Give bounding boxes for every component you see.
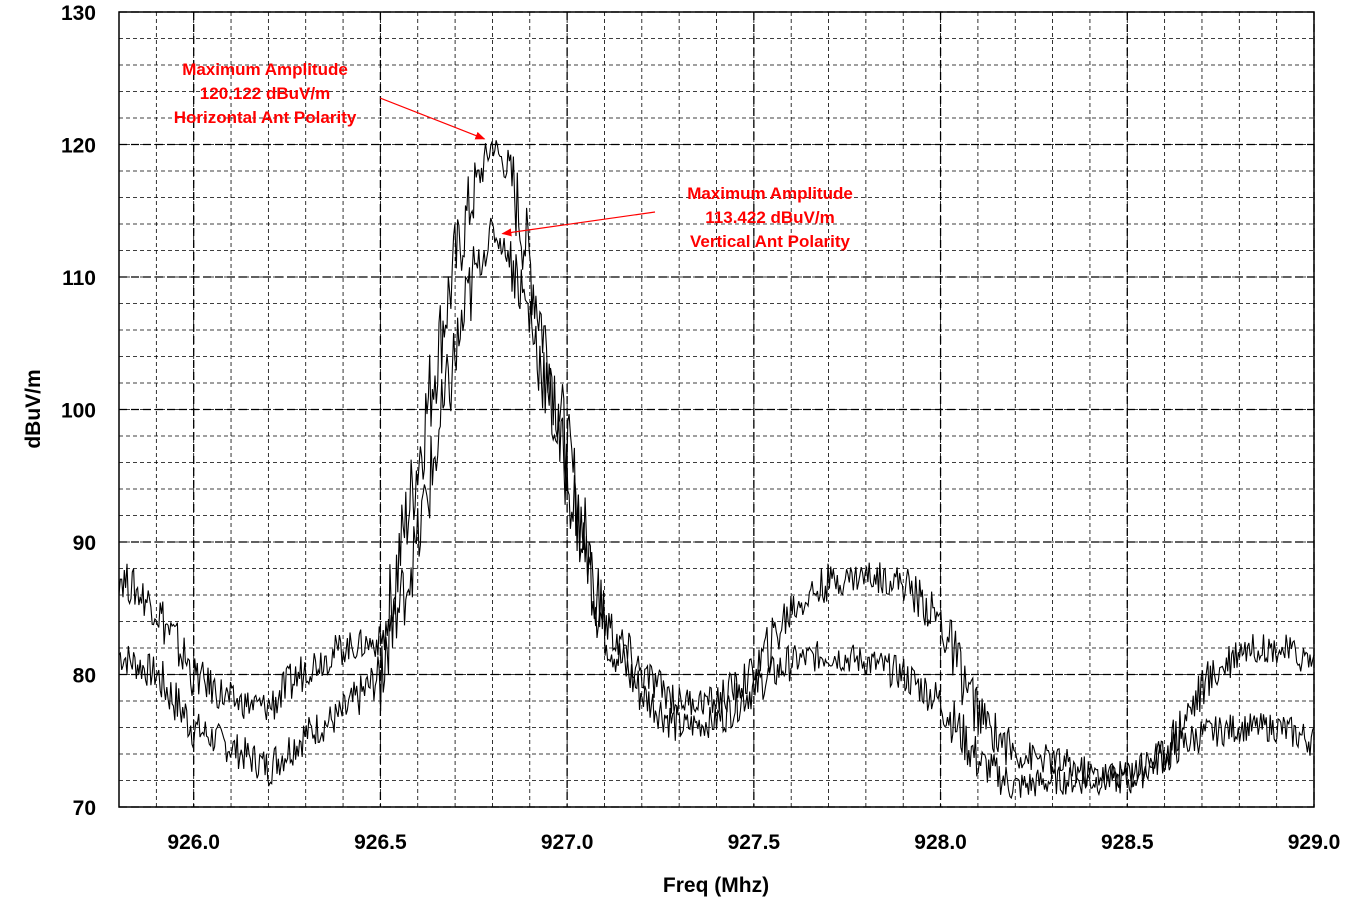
y-tick-label: 100 xyxy=(61,400,96,423)
y-axis-label: dBuV/m xyxy=(22,369,45,448)
series-line-1 xyxy=(119,140,1314,800)
y-tick-label: 90 xyxy=(73,532,96,555)
x-tick-label: 926.5 xyxy=(354,831,407,854)
x-tick-label: 929.0 xyxy=(1288,831,1341,854)
annotation-text: Horizontal Ant Polarity xyxy=(174,108,357,127)
x-tick-label: 927.0 xyxy=(541,831,594,854)
y-tick-label: 120 xyxy=(61,135,96,158)
annotation-text: Maximum Amplitude xyxy=(687,184,853,203)
x-tick-label: 926.0 xyxy=(167,831,220,854)
series-layer xyxy=(119,140,1314,800)
x-tick-label: 928.5 xyxy=(1101,831,1154,854)
annotations: Maximum Amplitude 120.122 dBuV/m Horizonta… xyxy=(174,60,853,251)
annotation-arrow xyxy=(501,211,656,237)
x-tick-labels: 926.0 926.5 927.0 927.5 928.0 928.5 929.0 xyxy=(167,831,1340,854)
annotation-text: Vertical Ant Polarity xyxy=(690,232,851,251)
annotation-text: 120.122 dBuV/m xyxy=(200,84,330,103)
y-tick-label: 130 xyxy=(61,2,96,25)
y-tick-label: 70 xyxy=(73,797,96,820)
plot-frame xyxy=(118,11,1315,808)
x-tick-label: 927.5 xyxy=(728,831,781,854)
annotation-arrow xyxy=(379,97,486,140)
x-tick-label: 928.0 xyxy=(914,831,967,854)
y-tick-label: 110 xyxy=(62,267,96,290)
y-tick-label: 80 xyxy=(73,665,96,688)
x-axis-label: Freq (Mhz) xyxy=(663,874,769,897)
series-line-2 xyxy=(119,217,1314,789)
y-tick-labels: 70 80 90 100 110 120 130 xyxy=(61,2,96,820)
annotation-text: 113.422 dBuV/m xyxy=(705,208,834,227)
annotation-text: Maximum Amplitude xyxy=(182,60,348,79)
